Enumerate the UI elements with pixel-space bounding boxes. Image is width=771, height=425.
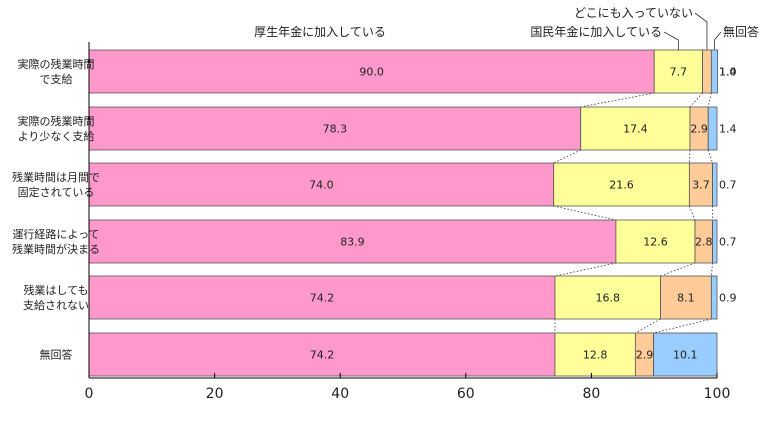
- connector-line: [554, 262, 616, 277]
- category-label: 実際の残業時間: [18, 114, 95, 128]
- connector-line: [660, 262, 696, 277]
- category-label: 固定されている: [18, 185, 95, 199]
- x-tick-label: 40: [331, 386, 349, 402]
- bar-segment: [710, 49, 719, 94]
- data-label: 0.7: [719, 179, 737, 192]
- data-label: 74.2: [310, 292, 335, 305]
- data-labels: 90.0 7.7 1.41.078.3 17.4 2.9 1.474.0 21.6 3.7 0.…: [309, 66, 736, 362]
- bar-segment: [712, 219, 718, 264]
- x-tick-label: 20: [206, 386, 224, 402]
- x-tick-label: 100: [704, 386, 731, 402]
- bar-segment: [615, 219, 696, 264]
- category-labels: 実際の残業時間で支給実際の残業時間より少なく支給残業時間は月間で固定されている運…: [12, 57, 100, 362]
- bars: [88, 49, 719, 377]
- connector-line: [580, 92, 655, 108]
- legend-label: 無回答: [723, 24, 759, 39]
- legend-label: 国民年金に加入している: [530, 24, 662, 39]
- connector-line: [688, 149, 691, 164]
- bar-segment: [710, 275, 718, 320]
- data-label: 16.8: [595, 292, 620, 305]
- category-label: 残業時間が決まる: [12, 242, 100, 256]
- legend-leader: [694, 12, 708, 50]
- legend-leader: [663, 31, 679, 50]
- connector-line: [553, 205, 616, 221]
- connector-line: [653, 318, 712, 334]
- bar-segment: [702, 49, 712, 94]
- legend-leader: [714, 31, 722, 50]
- category-label: 実際の残業時間: [18, 57, 95, 71]
- data-label: 90.0: [359, 66, 384, 79]
- data-label: 7.7: [670, 66, 688, 79]
- connector-line: [707, 92, 712, 108]
- data-label: 78.3: [323, 123, 348, 136]
- connector-line: [689, 92, 703, 108]
- data-label: 0.7: [719, 236, 737, 249]
- bar-segment: [88, 219, 617, 264]
- legend-label: どこにも入っていない: [574, 6, 693, 20]
- data-label: 2.9: [690, 123, 708, 136]
- bar-segment: [88, 106, 582, 151]
- category-label: 無回答: [40, 348, 73, 362]
- data-label: 83.9: [340, 236, 365, 249]
- bar-segment: [707, 106, 718, 151]
- data-label: 1.4: [719, 123, 737, 136]
- category-label: より少なく支給: [18, 129, 95, 143]
- data-label: 1.0: [719, 66, 737, 79]
- connector-line: [710, 262, 714, 277]
- data-label: 12.8: [583, 349, 608, 362]
- bar-segment: [554, 332, 636, 377]
- legend-label: 厚生年金に加入している: [254, 24, 386, 39]
- x-tick-label: 80: [582, 386, 600, 402]
- data-label: 3.7: [692, 179, 710, 192]
- data-label: 2.8: [695, 236, 713, 249]
- category-label: で支給: [40, 72, 73, 86]
- data-label: 10.1: [673, 349, 698, 362]
- bar-segment: [653, 332, 718, 377]
- bar-segment: [88, 332, 556, 377]
- connector-line: [553, 149, 581, 164]
- category-label: 運行経路によって: [12, 228, 99, 241]
- category-label: 残業時間は月間で: [12, 170, 100, 184]
- data-label: 21.6: [609, 179, 634, 192]
- x-tick-label: 60: [457, 386, 475, 402]
- data-label: 1.4: [719, 66, 737, 79]
- bar-segment: [660, 275, 712, 320]
- data-label: 0.9: [719, 292, 737, 305]
- bar-segment: [554, 275, 661, 320]
- bar-segment: [580, 106, 691, 151]
- bar-segment: [553, 162, 690, 207]
- data-label: 8.1: [677, 292, 695, 305]
- bar-segment: [653, 49, 703, 94]
- category-label: 残業はしても: [23, 283, 88, 297]
- data-label: 12.6: [643, 236, 668, 249]
- connector-line: [635, 318, 661, 334]
- data-label: 74.2: [310, 349, 335, 362]
- connector-line: [688, 205, 696, 221]
- x-axis: 0 20 40 60 80 100: [85, 42, 731, 402]
- x-tick-label: 0: [85, 386, 94, 402]
- data-label: 74.0: [309, 179, 334, 192]
- connector-line: [707, 149, 713, 164]
- category-label: 支給されない: [23, 298, 89, 312]
- bar-segment: [712, 162, 718, 207]
- connector-lines: [553, 92, 714, 334]
- bar-segment: [88, 275, 556, 320]
- data-label: 2.9: [636, 349, 654, 362]
- data-label: 17.4: [623, 123, 648, 136]
